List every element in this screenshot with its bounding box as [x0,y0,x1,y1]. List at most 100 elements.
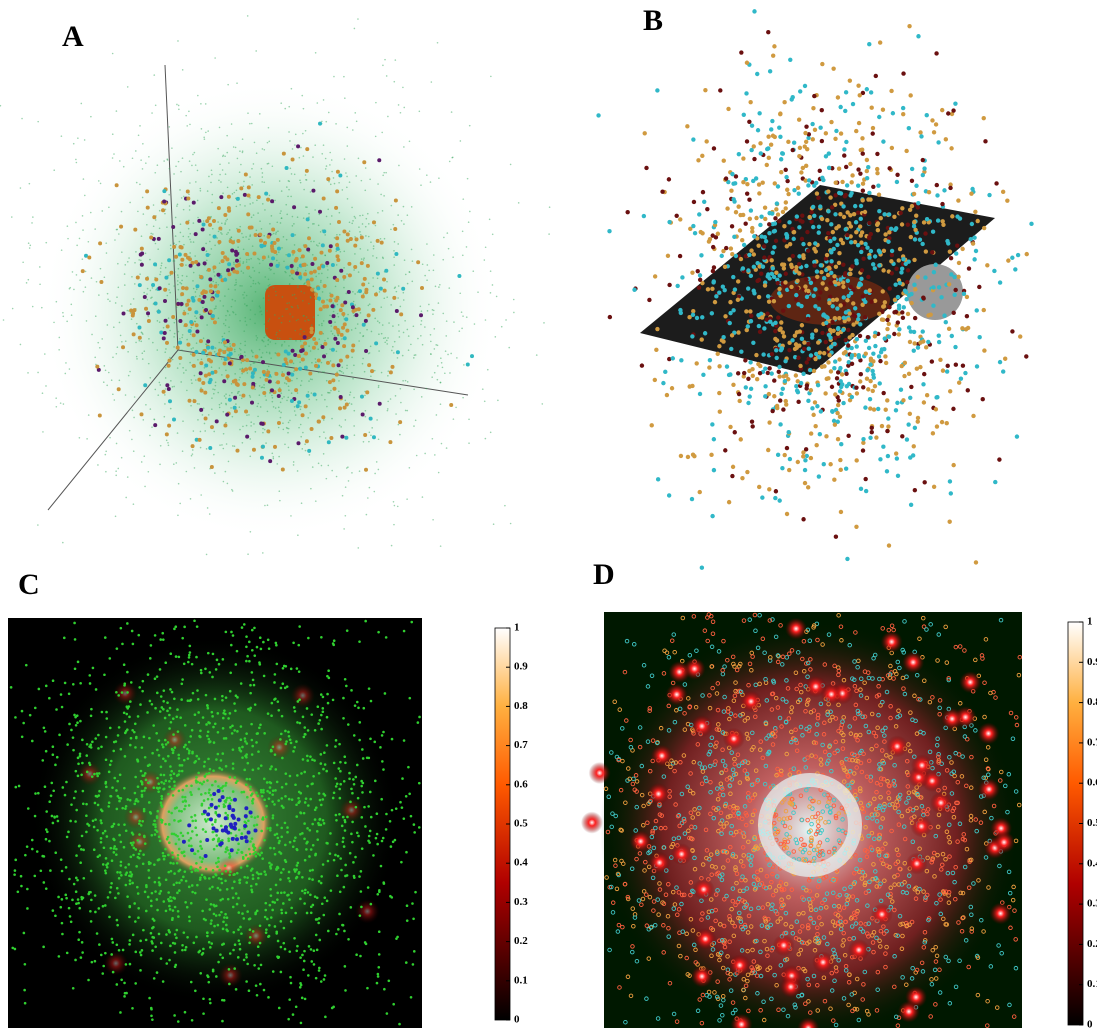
dot [116,353,118,355]
dot [745,470,749,474]
dot [237,158,239,160]
dot [325,255,327,257]
dot [263,798,266,801]
dot [962,292,966,296]
dot [264,505,266,507]
dot [144,891,147,894]
dot [377,183,379,185]
dot [841,285,845,289]
dot [817,307,821,311]
dot [749,274,753,278]
dot [850,395,854,399]
dot [772,245,776,249]
dot [358,289,362,293]
dot [691,452,695,456]
dot [322,371,324,373]
dot [863,315,867,319]
dot [123,995,126,998]
dot [743,358,747,362]
dot [729,347,733,351]
dot [181,286,185,290]
dot [466,363,470,367]
dot [223,361,227,365]
dot [250,225,254,229]
dot [165,878,168,881]
dot [304,859,307,862]
dot [344,158,346,160]
dot [363,257,365,259]
dot [349,230,351,232]
dot [762,244,766,248]
dot [345,486,347,488]
dot [818,204,822,208]
dot [103,846,106,849]
dot [132,643,135,646]
dot [303,331,305,333]
dot [115,691,118,694]
dot [207,190,209,192]
dot [763,394,767,398]
dot [251,649,254,652]
dot [411,206,413,208]
dot [154,301,158,305]
dot [1001,369,1005,373]
dot [856,210,860,214]
dot [216,659,219,662]
dot [240,682,243,685]
dot [351,223,353,225]
dot [232,949,235,952]
dot [183,310,185,312]
dot [825,377,829,381]
dot [292,225,294,227]
dot [393,227,397,231]
dot [326,361,330,365]
dot [259,263,261,265]
dot [882,212,886,216]
dot [325,168,327,170]
dot [801,454,805,458]
dot [237,393,239,395]
dot [309,412,311,414]
dot [160,890,163,893]
dot [94,960,97,963]
dot [799,381,803,385]
dot [353,244,357,248]
dot [164,848,167,851]
dot [69,915,72,918]
dot [887,286,891,290]
dot [253,163,255,165]
dot [741,180,745,184]
dot [134,722,137,725]
dot [283,396,285,398]
dot [263,297,265,299]
dot [113,777,116,780]
dot [150,290,152,292]
dot [223,323,225,325]
dot [183,209,185,211]
dot [453,418,455,420]
dot [383,195,385,197]
dot [105,711,108,714]
dot [973,210,977,214]
dot [82,258,84,260]
dot [196,625,199,628]
dot [310,191,312,193]
dot [796,302,800,306]
dot [739,50,743,54]
dot [204,367,206,369]
dot [239,394,241,396]
dot [323,751,326,754]
dot [106,385,108,387]
dot [119,1011,122,1014]
dot [322,710,325,713]
dot [736,330,740,334]
dot [937,333,941,337]
dot [82,877,85,880]
dot [811,225,815,229]
dot [368,305,370,307]
dot [375,136,377,138]
dot [845,557,849,561]
dot [773,181,777,185]
dot [287,196,289,198]
dot [353,734,356,737]
